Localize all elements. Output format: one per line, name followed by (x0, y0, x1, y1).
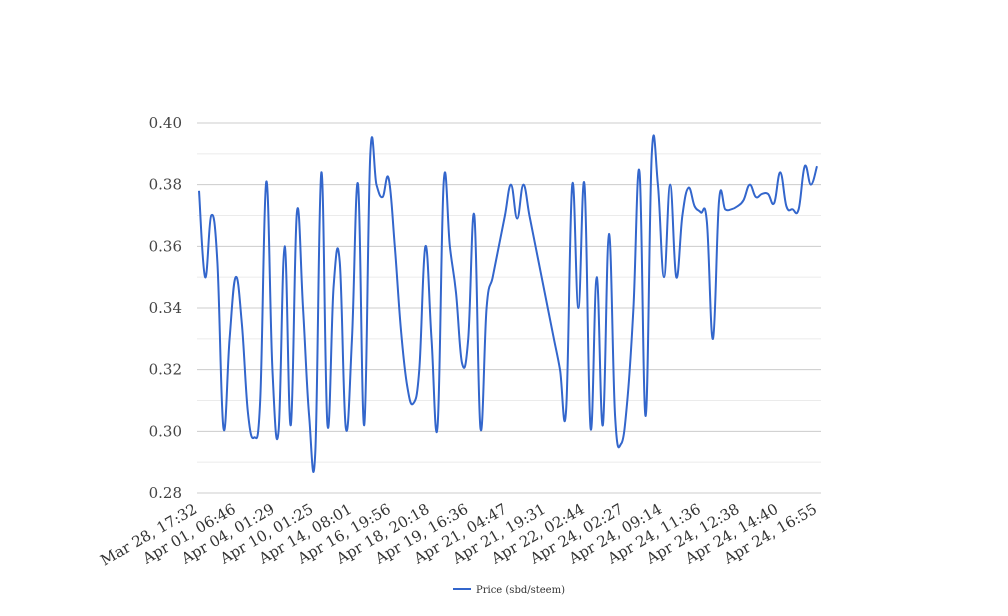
series-line-price (198, 134, 818, 473)
y-tick-label: 0.40 (149, 114, 182, 132)
legend: Price (sbd/steem) (453, 585, 565, 596)
y-tick-label: 0.34 (149, 299, 182, 317)
series-lines (198, 134, 818, 473)
y-tick-label: 0.38 (149, 176, 182, 194)
major-gridlines (197, 122, 821, 494)
y-tick-label: 0.30 (149, 422, 182, 440)
y-tick-label: 0.32 (149, 361, 182, 379)
y-tick-label: 0.36 (149, 237, 182, 255)
legend-label: Price (sbd/steem) (476, 585, 565, 596)
y-axis-tick-labels: 0.28 0.30 0.32 0.34 0.36 0.38 0.40 (149, 114, 182, 502)
y-tick-label: 0.28 (149, 484, 182, 502)
